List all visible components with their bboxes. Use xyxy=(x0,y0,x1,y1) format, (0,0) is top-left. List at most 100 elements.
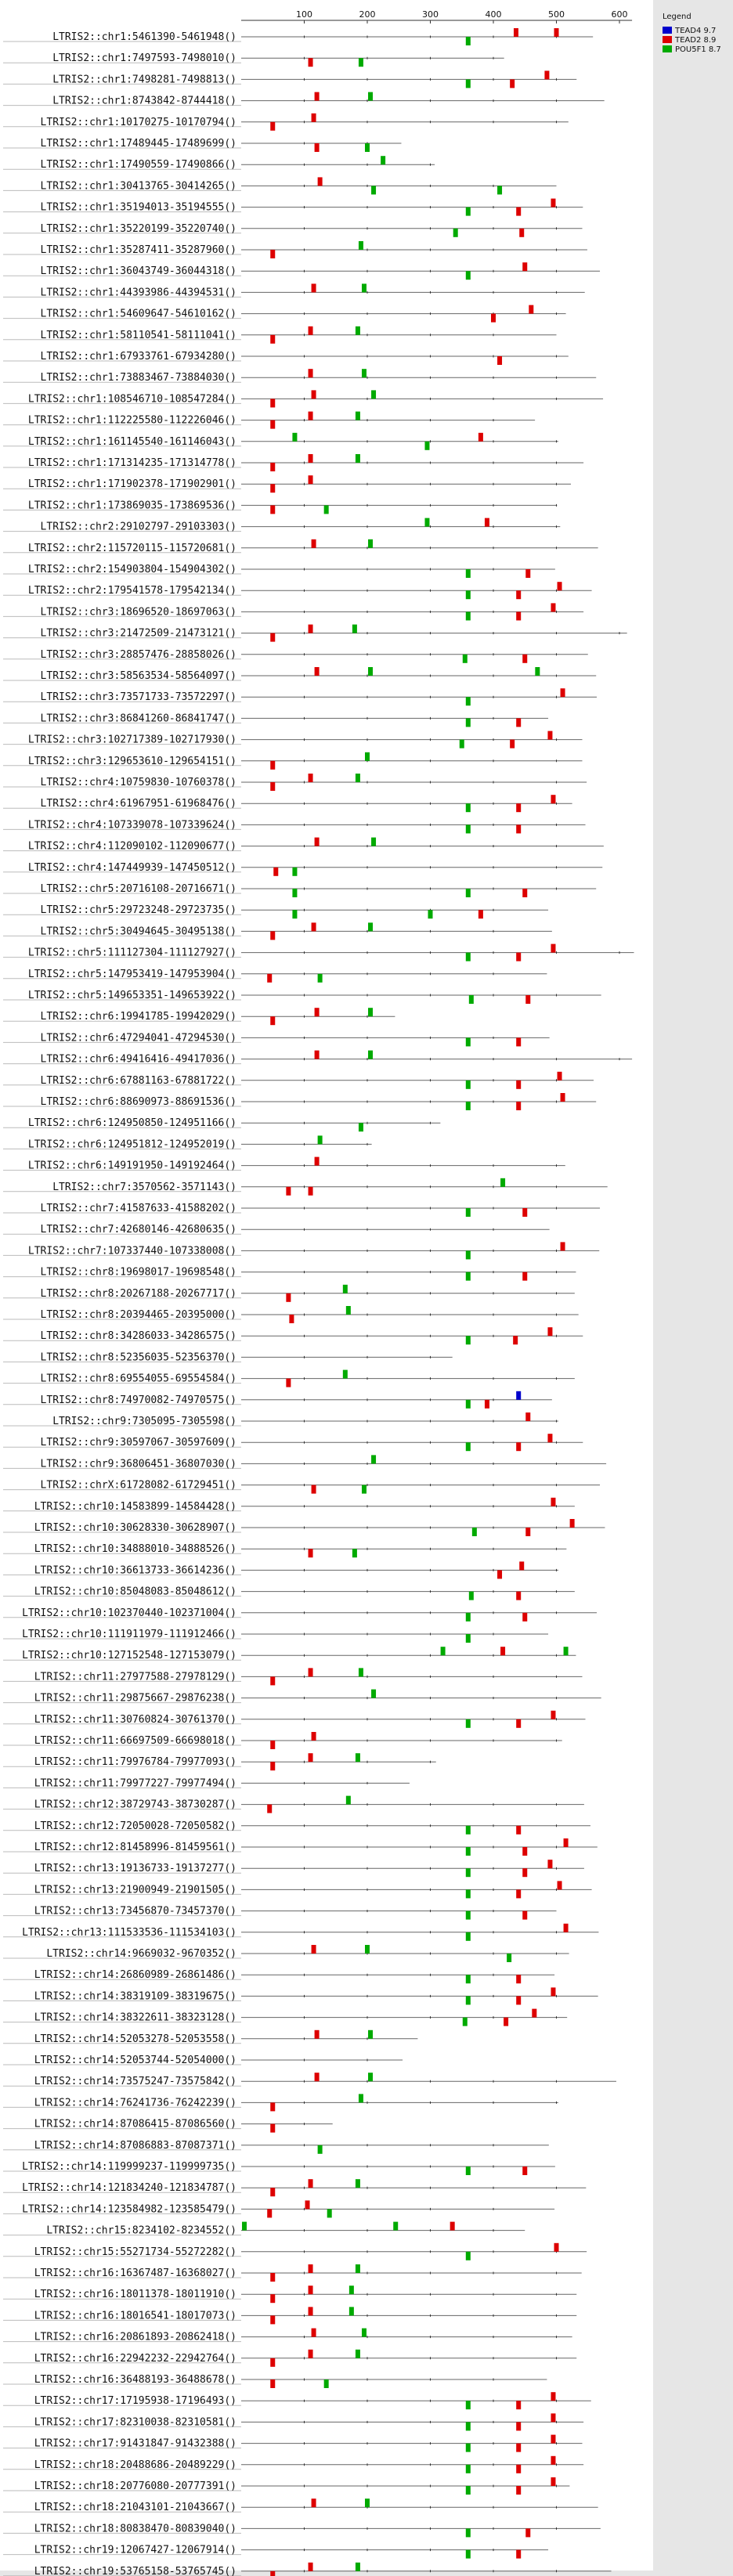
motif-tead2-site xyxy=(497,356,503,365)
motif-tead2-site xyxy=(551,2392,556,2401)
motif-tead2-site xyxy=(314,2073,320,2082)
sequence-label: LTRIS2::chr1:58110541-58111041() xyxy=(41,330,237,341)
motif-pou5f1-site xyxy=(345,1795,351,1805)
sequence-row: LTRIS2::chr7:107337440-107338008() xyxy=(3,1242,600,1260)
sequence-row: LTRIS2::chr11:79977227-79977494() xyxy=(3,1777,410,1789)
sequence-label: LTRIS2::chr5:29723248-29723735() xyxy=(41,904,237,916)
motif-tead2-site xyxy=(308,2286,313,2295)
motif-tead2-site xyxy=(270,420,276,429)
motif-pou5f1-site xyxy=(500,1178,506,1187)
sequence-row: LTRIS2::chr16:16367487-16368027() xyxy=(3,2264,582,2282)
motif-tead2-site xyxy=(554,28,559,37)
sequence-label: LTRIS2::chr4:107339078-107339624() xyxy=(28,819,237,831)
motif-tead2-site xyxy=(311,2328,316,2337)
motif-tead2-site xyxy=(557,582,562,591)
motif-tead2-site xyxy=(522,1612,528,1622)
motif-pou5f1-site xyxy=(440,1647,446,1656)
sequence-row: LTRIS2::chr10:34888010-34888526() xyxy=(3,1543,567,1558)
x-tick-label: 200 xyxy=(359,9,376,20)
motif-pou5f1-site xyxy=(365,143,370,152)
sequence-row: LTRIS2::chr13:21900949-21901505() xyxy=(3,1881,592,1899)
sequence-label: LTRIS2::chr10:30628330-30628907() xyxy=(34,1522,237,1534)
motif-tead2-site xyxy=(516,1889,522,1899)
motif-pou5f1-site xyxy=(465,569,471,578)
sequence-row: LTRIS2::chr16:18016541-18017073() xyxy=(3,2307,577,2325)
motif-pou5f1-site xyxy=(327,2209,332,2218)
motif-tead2-site xyxy=(311,1732,316,1741)
sequence-label: LTRIS2::chr3:28857476-28858026() xyxy=(41,649,237,661)
sequence-row: LTRIS2::chr8:69554055-69554584() xyxy=(3,1369,575,1387)
sequence-row: LTRIS2::chr8:52356035-52356370() xyxy=(3,1351,453,1363)
motif-tead2-site xyxy=(522,2167,528,2175)
sequence-row: LTRIS2::chr7:42680146-42680635() xyxy=(3,1224,550,1236)
motif-tead2-site xyxy=(516,803,522,813)
motif-tead2-site xyxy=(270,121,276,131)
sequence-row: LTRIS2::chr14:119999237-119999735() xyxy=(3,2161,555,2175)
sequence-label: LTRIS2::chr4:10759830-10760378() xyxy=(41,777,237,788)
motif-tead2-site xyxy=(525,1412,531,1421)
sequence-label: LTRIS2::chr8:34286033-34286575() xyxy=(41,1330,237,1342)
sequence-row: LTRIS2::chr10:30628330-30628907() xyxy=(3,1519,605,1536)
motif-tead2-site xyxy=(311,2498,316,2508)
motif-pou5f1-site xyxy=(563,1647,569,1656)
motif-pou5f1-site xyxy=(292,910,298,919)
motif-tead2-site xyxy=(311,539,316,548)
sequence-row: LTRIS2::chr1:35194013-35194555() xyxy=(3,198,583,216)
motif-tead2-site xyxy=(516,1975,522,1984)
motif-tead2-site xyxy=(270,399,276,408)
sequence-label: LTRIS2::chr19:12067427-12067914() xyxy=(34,2545,237,2556)
motif-tead2-site xyxy=(305,2200,310,2210)
motif-pou5f1-site xyxy=(462,654,468,663)
motif-pou5f1-site xyxy=(368,2029,374,2039)
motif-pou5f1-site xyxy=(342,1369,348,1379)
sequence-row: LTRIS2::chr14:52053744-52054000() xyxy=(3,2055,403,2066)
motif-tead2-site xyxy=(525,569,531,578)
motif-pou5f1-site xyxy=(371,186,377,195)
sequence-label: LTRIS2::chr14:52053278-52053558() xyxy=(34,2033,237,2045)
sequence-label: LTRIS2::chr14:119999237-119999735() xyxy=(22,2161,237,2173)
sequence-row: LTRIS2::chr1:30413765-30414265() xyxy=(3,177,557,195)
motif-pou5f1-site xyxy=(465,718,471,727)
sequence-row: LTRIS2::chr6:47294041-47294530() xyxy=(3,1032,550,1047)
sequence-row: LTRIS2::chr14:38322611-38323128() xyxy=(3,2008,568,2026)
motif-tead2-site xyxy=(522,1847,528,1856)
sequence-label: LTRIS2::chr1:171902378-171902901() xyxy=(28,478,237,490)
motif-tead2-site xyxy=(522,1910,528,1920)
motif-tead2-site xyxy=(478,432,483,442)
sequence-row: LTRIS2::chr11:29875667-29876238() xyxy=(3,1689,601,1705)
motif-tead2-site xyxy=(522,1272,528,1281)
motif-pou5f1-site xyxy=(355,411,360,420)
motif-pou5f1-site xyxy=(348,2307,354,2316)
motif-pou5f1-site xyxy=(424,518,430,527)
motif-tead2-site xyxy=(551,943,556,953)
motif-tead2-site xyxy=(516,2549,522,2559)
sequence-label: LTRIS2::chr11:27977588-27978129() xyxy=(34,1671,237,1683)
motif-pou5f1-site xyxy=(465,1825,471,1835)
sequence-label: LTRIS2::chr15:55271734-55272282() xyxy=(34,2246,237,2258)
motif-tead2-site xyxy=(554,2242,559,2252)
motif-tead2-site xyxy=(510,739,515,749)
sequence-row: LTRIS2::chr2:154903804-154904302() xyxy=(3,564,555,578)
motif-tead2-site xyxy=(497,1570,503,1579)
legend-label: TEAD4 9.7 xyxy=(674,27,716,35)
sequence-row: LTRIS2::chr10:36613733-36614236() xyxy=(3,1561,558,1579)
motif-pou5f1-site xyxy=(355,2562,360,2571)
sequence-row: LTRIS2::chr13:111533536-111534103() xyxy=(3,1923,599,1941)
sequence-label: LTRIS2::chr5:20716108-20716671() xyxy=(41,883,237,895)
sequence-row: LTRIS2::chr10:14583899-14584428() xyxy=(3,1497,575,1513)
sequence-row: LTRIS2::chr3:73571733-73572297() xyxy=(3,688,598,706)
sequence-row: LTRIS2::chr14:123584982-123585479() xyxy=(3,2200,555,2218)
motif-tead2-site xyxy=(308,2349,313,2358)
sequence-row: LTRIS2::chr8:20267188-20267717() xyxy=(3,1284,575,1302)
motif-tead2-site xyxy=(267,1804,273,1813)
sequence-row: LTRIS2::chr1:112225580-112226046() xyxy=(3,411,536,429)
motif-pou5f1-site xyxy=(465,2422,471,2431)
motif-tead2-site xyxy=(491,313,496,323)
motif-pou5f1-site xyxy=(453,228,458,237)
motif-pou5f1-site xyxy=(465,803,471,813)
sequence-row: LTRIS2::chr16:22942232-22942764() xyxy=(3,2349,577,2367)
motif-tead2-site xyxy=(308,58,313,67)
sequence-row: LTRIS2::chr1:54609647-54610162() xyxy=(3,305,566,323)
legend-title: Legend xyxy=(663,13,691,21)
